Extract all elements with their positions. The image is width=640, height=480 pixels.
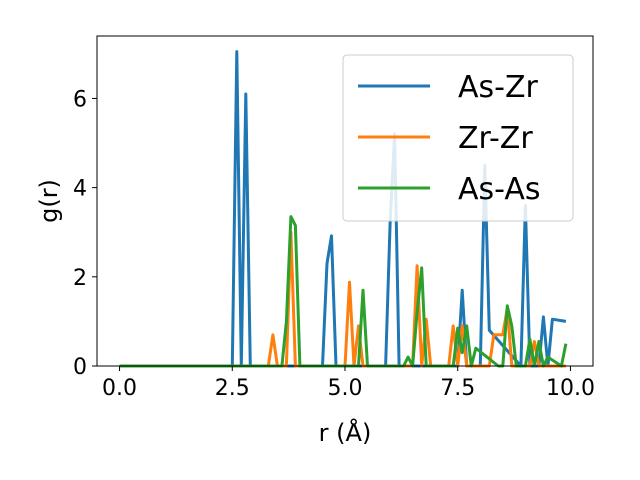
legend-label-zr-zr: Zr-Zr <box>458 121 533 156</box>
x-tick-label: 7.5 <box>440 376 475 401</box>
y-tick-label: 2 <box>73 266 87 291</box>
x-tick-label: 0.0 <box>102 376 137 401</box>
legend-label-as-as: As-As <box>458 172 540 207</box>
x-tick-label: 2.5 <box>215 376 250 401</box>
y-tick-label: 4 <box>73 177 87 202</box>
x-axis-ticks: 0.0 2.5 5.0 7.5 10.0 <box>102 366 595 401</box>
legend-box <box>342 54 574 222</box>
x-axis-label: r (Å) <box>319 418 372 447</box>
y-tick-label: 0 <box>73 355 87 380</box>
y-axis-ticks: 0 2 4 6 <box>73 87 97 380</box>
x-tick-label: 5.0 <box>328 376 363 401</box>
y-tick-label: 6 <box>73 87 87 112</box>
legend-label-as-zr: As-Zr <box>458 70 539 105</box>
x-tick-label: 10.0 <box>546 376 595 401</box>
y-axis-label: g(r) <box>35 179 63 223</box>
legend: As-Zr Zr-Zr As-As <box>342 54 574 222</box>
